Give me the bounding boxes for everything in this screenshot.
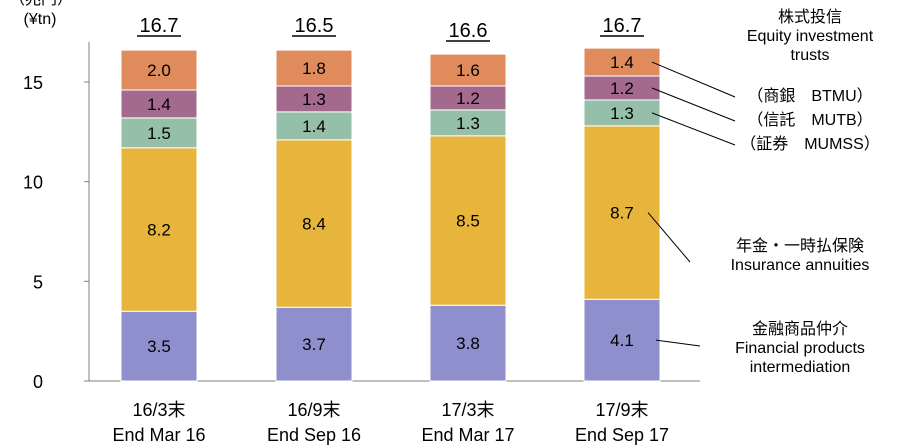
- data-label: 1.5: [147, 124, 171, 143]
- legend-intermediation-en-1: Financial products: [735, 340, 865, 357]
- x-tick-label-en: End Sep 17: [575, 425, 669, 445]
- bar-segment: [429, 109, 507, 137]
- legend-equity-trusts: 株式投信 Equity investment trusts: [720, 8, 900, 65]
- y-tick-label: 10: [23, 173, 43, 193]
- legend-annuities-en: Insurance annuities: [730, 257, 870, 274]
- x-tick-label-en: End Mar 16: [112, 425, 205, 445]
- leader-line: [647, 212, 691, 263]
- y-tick-label: 5: [33, 272, 43, 292]
- bar-segment: [583, 125, 661, 300]
- bar-segment: [120, 147, 198, 312]
- leader-line: [655, 339, 701, 347]
- bar-segment: [583, 47, 661, 77]
- legend-btmu: （商銀 BTMU）: [747, 88, 873, 105]
- legend-annuities: 年金・一時払保険 Insurance annuities: [700, 237, 900, 275]
- legend-equity-en-2: trusts: [790, 47, 830, 64]
- data-label: 1.4: [302, 117, 326, 136]
- bar-segment: [275, 85, 353, 113]
- bar-segment: [583, 298, 661, 382]
- data-label: 1.3: [302, 90, 326, 109]
- bar-segment: [275, 139, 353, 308]
- bar-segment: [275, 111, 353, 141]
- data-label: 3.7: [302, 335, 326, 354]
- legend-intermediation-en-2: intermediation: [749, 359, 851, 376]
- data-label: 2.0: [147, 61, 171, 80]
- y-tick-label: 0: [33, 372, 43, 392]
- leader-line: [651, 61, 736, 98]
- legend-intermediation: 金融商品仲介 Financial products intermediation: [700, 320, 900, 377]
- legend-equity-en-1: Equity investment: [746, 28, 874, 45]
- data-label: 1.6: [456, 61, 480, 80]
- y-tick-label: 15: [23, 73, 43, 93]
- legend-equity-ja: 株式投信: [777, 9, 842, 26]
- bar-segment: [120, 117, 198, 149]
- total-label: 16.7: [140, 15, 179, 37]
- x-tick-label-en: End Sep 16: [267, 425, 361, 445]
- x-tick-label: 17/9末: [595, 400, 648, 420]
- bar-segment: [120, 49, 198, 91]
- data-label: 3.8: [456, 334, 480, 353]
- data-label: 8.7: [610, 204, 634, 223]
- x-tick-label: 16/9末: [287, 400, 340, 420]
- leader-line: [651, 112, 736, 146]
- bar-segment: [120, 310, 198, 382]
- legend-mumss: （証券 MUMSS）: [740, 136, 880, 153]
- leader-line: [651, 87, 736, 122]
- bar-segment: [275, 306, 353, 382]
- legend-intermediation-ja: 金融商品仲介: [751, 321, 848, 338]
- data-label: 1.4: [147, 95, 171, 114]
- x-tick-label: 16/3末: [132, 400, 185, 420]
- data-label: 8.2: [147, 221, 171, 240]
- data-label: 1.3: [456, 114, 480, 133]
- data-label: 1.8: [302, 59, 326, 78]
- legend-mutb: （信託 MUTB）: [747, 112, 873, 129]
- total-label: 16.6: [449, 20, 488, 42]
- data-label: 1.2: [610, 79, 634, 98]
- x-tick-label: 17/3末: [441, 400, 494, 420]
- data-label: 1.3: [610, 104, 634, 123]
- bar-segment: [429, 53, 507, 87]
- total-label: 16.7: [603, 15, 642, 37]
- unit-label-en: (¥tn): [23, 11, 57, 28]
- legend-annuities-ja: 年金・一時払保険: [735, 238, 864, 255]
- unit-label-ja: （兆円）: [0, 0, 82, 10]
- data-label: 8.5: [456, 212, 480, 231]
- data-label: 1.4: [610, 53, 634, 72]
- bar-segment: [275, 49, 353, 87]
- bar-segment: [583, 99, 661, 127]
- bar-segment: [429, 135, 507, 306]
- data-label: 8.4: [302, 215, 326, 234]
- data-label: 3.5: [147, 337, 171, 356]
- bar-segment: [429, 304, 507, 382]
- x-tick-label-en: End Mar 17: [421, 425, 514, 445]
- data-label: 4.1: [610, 331, 634, 350]
- data-label: 1.2: [456, 89, 480, 108]
- total-label: 16.5: [295, 15, 334, 37]
